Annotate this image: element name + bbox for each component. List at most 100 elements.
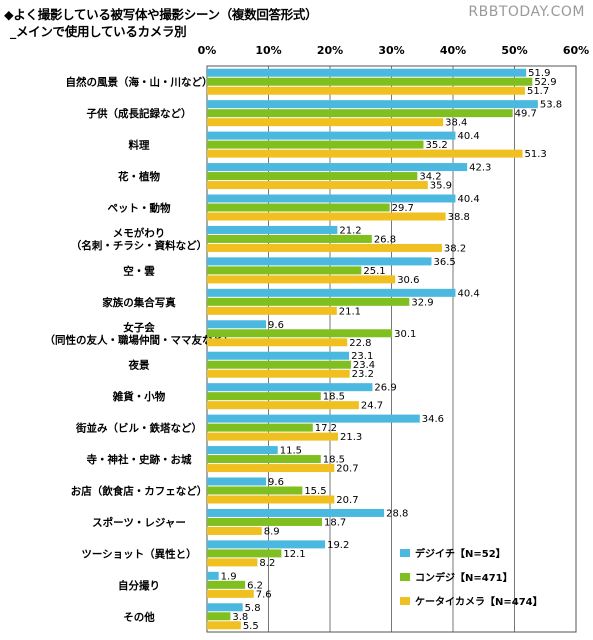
data-label: 3.8 <box>232 612 248 623</box>
bar <box>207 423 313 432</box>
data-label: 21.2 <box>339 225 361 236</box>
bar <box>207 329 393 338</box>
data-label: 7.6 <box>256 589 272 600</box>
category-label: 自分撮り <box>118 579 160 592</box>
data-label: 34.6 <box>422 414 444 425</box>
bar <box>207 163 468 172</box>
data-label: 12.1 <box>283 549 305 560</box>
data-label: 19.2 <box>327 540 349 551</box>
bar <box>207 149 523 158</box>
data-label: 8.9 <box>264 526 280 537</box>
bar <box>207 589 254 598</box>
x-tick-label: 20% <box>317 44 343 57</box>
bar <box>207 414 420 423</box>
category-label: 花・植物 <box>118 170 160 183</box>
bar <box>207 306 337 315</box>
data-label: 25.1 <box>363 266 385 277</box>
data-label: 23.1 <box>351 351 373 362</box>
category-label: 空・雲 <box>123 264 155 277</box>
bar <box>207 446 278 455</box>
data-label: 30.6 <box>397 275 419 286</box>
x-tick-label: 60% <box>563 44 589 57</box>
data-label: 18.5 <box>323 392 345 403</box>
data-label: 22.8 <box>349 338 371 349</box>
bar <box>207 212 446 221</box>
bar <box>207 320 267 329</box>
category-label: メモがわり <box>113 227 166 240</box>
bar <box>207 549 282 558</box>
data-label: 18.5 <box>323 455 345 466</box>
bar <box>207 612 231 621</box>
bar <box>207 392 321 401</box>
data-label: 29.7 <box>392 203 414 214</box>
bar <box>207 486 303 495</box>
chart-subtitle: _メインで使用しているカメラ別 <box>10 24 187 39</box>
data-label: 20.7 <box>336 464 358 475</box>
category-label: （名刺・チラシ・資料など） <box>71 239 207 252</box>
bar <box>207 603 243 612</box>
bar <box>207 131 456 140</box>
bar <box>207 172 418 181</box>
data-label: 51.7 <box>527 86 549 97</box>
category-label: 街並み（ビル・鉄塔など） <box>75 422 202 435</box>
bar <box>207 580 246 589</box>
bar <box>207 477 267 486</box>
data-label: 38.4 <box>445 118 467 129</box>
bar <box>207 464 335 473</box>
category-label: 寺・神社・史跡・お城 <box>87 453 192 466</box>
data-label: 6.2 <box>247 580 263 591</box>
category-label: お店（飲食店・カフェなど） <box>71 485 208 498</box>
legend-label: ケータイカメラ【N=474】 <box>415 595 543 608</box>
bar <box>207 68 527 77</box>
data-label: 5.5 <box>243 621 259 632</box>
x-tick-label: 10% <box>255 44 281 57</box>
data-label: 40.4 <box>457 194 479 205</box>
bar <box>207 338 348 347</box>
data-label: 9.6 <box>268 320 284 331</box>
bar <box>207 243 442 252</box>
category-label: その他 <box>123 610 155 623</box>
data-label: 20.7 <box>336 495 358 506</box>
bar <box>207 621 241 630</box>
watermark: RBBTODAY.COM <box>468 4 585 20</box>
category-label: （同性の友人・職場仲間・ママ友など） <box>45 334 234 347</box>
data-label: 36.5 <box>433 257 455 268</box>
x-tick-label: 30% <box>378 44 404 57</box>
data-label: 1.9 <box>221 571 237 582</box>
category-label: 女子会 <box>123 321 155 334</box>
category-label: 夜景 <box>128 359 150 372</box>
data-label: 34.2 <box>419 172 441 183</box>
data-label: 9.6 <box>268 477 284 488</box>
data-label: 24.7 <box>361 401 383 412</box>
data-label: 26.9 <box>374 383 396 394</box>
legend-swatch <box>400 549 410 557</box>
bar <box>207 351 350 360</box>
data-label: 49.7 <box>515 109 537 120</box>
data-label: 53.8 <box>540 100 562 111</box>
data-label: 35.2 <box>425 140 447 151</box>
bar <box>207 432 338 441</box>
data-label: 8.2 <box>259 558 275 569</box>
chart-title: ◆よく撮影している被写体や撮影シーン（複数回答形式） <box>4 7 318 22</box>
bar <box>207 266 362 275</box>
bar <box>207 495 335 504</box>
data-label: 17.2 <box>315 423 337 434</box>
category-label: スポーツ・レジャー <box>92 516 186 529</box>
bar <box>207 517 323 526</box>
data-label: 18.7 <box>324 517 346 528</box>
bar <box>207 77 533 86</box>
bar <box>207 455 321 464</box>
bar <box>207 86 525 95</box>
legend-swatch <box>400 597 410 605</box>
x-tick-label: 40% <box>440 44 466 57</box>
category-label: 料理 <box>129 139 150 152</box>
bar <box>207 118 444 127</box>
category-label: 自然の風景（海・山・川など） <box>66 76 213 89</box>
category-label: ペット・動物 <box>108 202 171 215</box>
data-label: 11.5 <box>280 446 302 457</box>
bar <box>207 225 338 234</box>
data-label: 32.9 <box>411 297 433 308</box>
x-tick-label: 0% <box>198 44 217 57</box>
